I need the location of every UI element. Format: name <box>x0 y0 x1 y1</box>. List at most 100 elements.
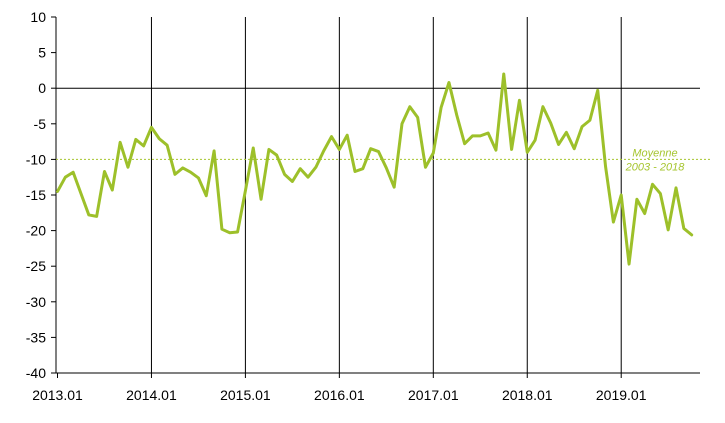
y-tick-label: -35 <box>26 329 46 345</box>
x-tick-label: 2015.01 <box>220 387 271 403</box>
data-point-53 <box>471 134 474 137</box>
data-point-7 <box>111 189 114 192</box>
data-point-18 <box>197 176 200 179</box>
data-point-56 <box>494 149 497 152</box>
data-point-41 <box>377 150 380 153</box>
data-point-72 <box>620 194 623 197</box>
data-point-30 <box>291 180 294 183</box>
data-point-31 <box>299 167 302 170</box>
y-tick-label: -20 <box>26 223 46 239</box>
series-line <box>56 72 694 266</box>
data-point-35 <box>330 135 333 138</box>
data-point-79 <box>675 186 678 189</box>
data-point-14 <box>166 144 169 147</box>
average-label-line1: Moyenne <box>632 147 677 159</box>
data-point-54 <box>479 134 482 137</box>
data-point-11 <box>142 144 145 147</box>
data-point-2 <box>72 171 75 174</box>
data-point-47 <box>424 166 427 169</box>
data-point-44 <box>400 122 403 125</box>
data-point-69 <box>596 89 599 92</box>
data-point-78 <box>667 228 670 231</box>
data-point-22 <box>228 231 231 234</box>
data-point-20 <box>213 149 216 152</box>
data-point-15 <box>173 173 176 176</box>
y-tick-label: -15 <box>26 187 46 203</box>
data-point-13 <box>158 137 161 140</box>
x-tick-label: 2018.01 <box>502 387 553 403</box>
data-point-52 <box>463 142 466 145</box>
data-point-33 <box>314 166 317 169</box>
data-point-40 <box>369 147 372 150</box>
average-label-line2: 2003 - 2018 <box>625 161 686 173</box>
y-tick-label: -40 <box>26 365 46 381</box>
data-point-23 <box>236 231 239 234</box>
data-point-59 <box>518 99 521 102</box>
y-tick-label: -10 <box>26 151 46 167</box>
data-point-16 <box>181 166 184 169</box>
data-point-51 <box>455 114 458 117</box>
data-point-12 <box>150 126 153 129</box>
x-tick-label: 2019.01 <box>596 387 647 403</box>
data-point-80 <box>682 227 685 230</box>
data-point-43 <box>393 186 396 189</box>
data-point-67 <box>581 125 584 128</box>
data-point-71 <box>612 221 615 224</box>
data-point-19 <box>205 194 208 197</box>
data-point-1 <box>64 176 67 179</box>
y-tick-label: -5 <box>34 116 47 132</box>
data-point-4 <box>87 213 90 216</box>
data-point-70 <box>604 165 607 168</box>
y-tick-label: 0 <box>38 80 46 96</box>
data-point-9 <box>126 166 129 169</box>
data-point-34 <box>322 149 325 152</box>
data-point-60 <box>526 151 529 154</box>
data-point-21 <box>220 228 223 231</box>
data-point-55 <box>487 132 490 135</box>
data-point-10 <box>134 138 137 141</box>
data-point-63 <box>549 122 552 125</box>
data-point-45 <box>408 105 411 108</box>
data-point-46 <box>416 116 419 119</box>
x-tick-label: 2014.01 <box>126 387 177 403</box>
y-tick-label: 10 <box>30 9 46 25</box>
data-point-0 <box>56 190 59 193</box>
data-point-3 <box>79 192 82 195</box>
data-point-8 <box>119 141 122 144</box>
data-point-32 <box>307 176 310 179</box>
data-point-37 <box>346 134 349 137</box>
data-point-68 <box>588 119 591 122</box>
data-point-62 <box>541 105 544 108</box>
data-point-17 <box>189 171 192 174</box>
data-point-57 <box>502 72 505 75</box>
data-point-64 <box>557 143 560 146</box>
data-point-5 <box>95 215 98 218</box>
x-tick-label: 2016.01 <box>314 387 365 403</box>
x-tick-label: 2017.01 <box>408 387 459 403</box>
data-point-25 <box>252 147 255 150</box>
data-point-27 <box>267 148 270 151</box>
data-point-65 <box>565 131 568 134</box>
data-point-76 <box>651 183 654 186</box>
x-tick-label: 2013.01 <box>32 387 83 403</box>
x-axis-ticks: 2013.01 2014.01 2015.01 2016.01 2017.01 2018.… <box>32 373 647 403</box>
data-point-50 <box>447 81 450 84</box>
data-point-58 <box>510 148 513 151</box>
data-point-26 <box>260 198 263 201</box>
data-point-6 <box>103 170 106 173</box>
y-tick-label: -25 <box>26 258 46 274</box>
data-point-29 <box>283 173 286 176</box>
data-point-74 <box>635 198 638 201</box>
vertical-gridlines <box>150 17 622 373</box>
data-point-38 <box>354 170 357 173</box>
data-point-81 <box>690 233 693 236</box>
y-axis-ticks: 10 5 0 -5 -10 -15 -20 -25 -30 -35 -40 <box>26 9 56 381</box>
data-point-28 <box>275 154 278 157</box>
data-point-39 <box>361 167 364 170</box>
y-tick-label: -30 <box>26 294 46 310</box>
data-point-77 <box>659 192 662 195</box>
data-point-42 <box>385 166 388 169</box>
data-point-75 <box>643 212 646 215</box>
data-point-66 <box>573 147 576 150</box>
